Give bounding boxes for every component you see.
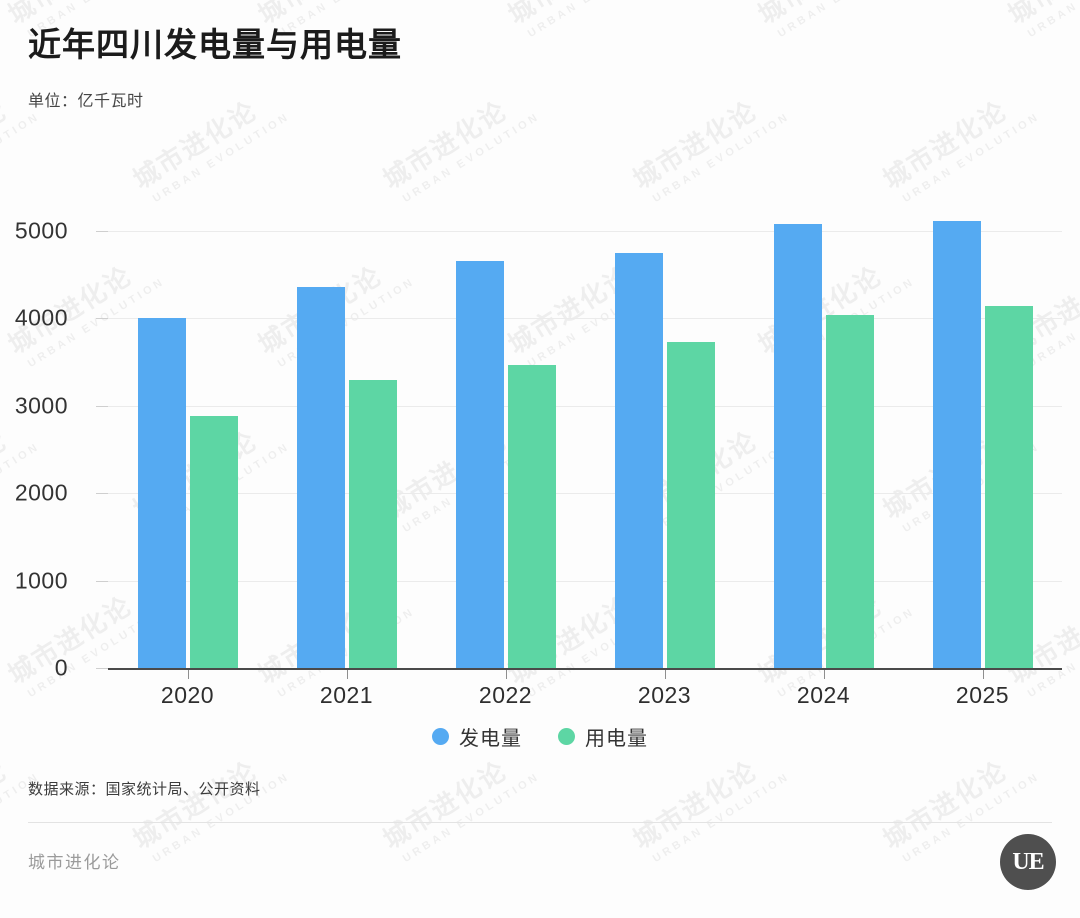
chart-unit-label: 单位：亿千瓦时 [28, 93, 144, 111]
bar-2023-generation [614, 253, 663, 668]
bar-2020-generation [137, 318, 186, 668]
chart-legend: 发电量 用电量 [0, 722, 1080, 751]
x-axis-tick [346, 670, 348, 679]
x-axis-tick [187, 670, 189, 679]
footer-divider [28, 822, 1052, 823]
logo-text: UE [1012, 848, 1044, 875]
source-note: 数据来源：国家统计局、公开资料 [28, 781, 261, 798]
legend-swatch-icon [432, 728, 449, 745]
page-title: 近年四川发电量与用电量 [28, 26, 402, 63]
x-axis-label-2025: 2025 [955, 682, 1010, 708]
bar-2022-generation [455, 261, 504, 668]
bar-2025-generation [932, 220, 981, 668]
brand-logo-icon: UE [1000, 834, 1056, 890]
x-axis-label-2024: 2024 [796, 682, 851, 708]
x-axis-label-2022: 2022 [478, 682, 533, 708]
brand-label: 城市进化论 [28, 853, 121, 872]
x-axis-tick [505, 670, 507, 679]
bar-2020-consumption [189, 416, 238, 668]
bar-2021-generation [296, 287, 345, 668]
x-axis-tick [982, 670, 984, 679]
x-axis-tick [664, 670, 666, 679]
bar-2021-consumption [348, 380, 397, 668]
bar-2024-consumption [825, 315, 874, 668]
x-axis-label-2023: 2023 [637, 682, 692, 708]
chart-header: 近年四川发电量与用电量 单位：亿千瓦时 [28, 24, 402, 111]
x-axis-label-2021: 2021 [319, 682, 374, 708]
x-axis-label-2020: 2020 [160, 682, 215, 708]
legend-swatch-icon [558, 728, 575, 745]
legend-item-generation[interactable]: 发电量 [432, 722, 522, 751]
legend-label: 发电量 [459, 728, 522, 750]
legend-label: 用电量 [585, 728, 648, 750]
bar-2022-consumption [507, 365, 556, 668]
bar-2025-consumption [984, 305, 1033, 668]
legend-item-consumption[interactable]: 用电量 [558, 722, 648, 751]
bar-2023-consumption [666, 341, 715, 668]
x-axis-tick [823, 670, 825, 679]
bar-2024-generation [773, 223, 822, 668]
